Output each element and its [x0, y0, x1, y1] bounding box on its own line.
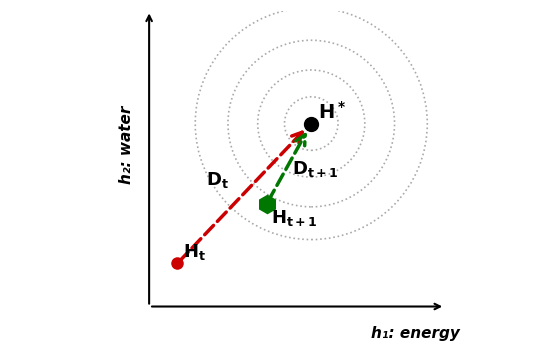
Text: h₁: energy: h₁: energy	[371, 326, 460, 341]
Text: h₂: water: h₂: water	[119, 105, 134, 183]
Text: $\mathbf{H^*}$: $\mathbf{H^*}$	[318, 101, 346, 123]
Text: $\mathbf{D_{t+1}}$: $\mathbf{D_{t+1}}$	[292, 159, 338, 179]
Text: $\mathbf{H_{t+1}}$: $\mathbf{H_{t+1}}$	[271, 208, 317, 228]
Text: $\mathbf{H_t}$: $\mathbf{H_t}$	[183, 243, 206, 262]
Text: $\mathbf{D_t}$: $\mathbf{D_t}$	[206, 169, 228, 190]
